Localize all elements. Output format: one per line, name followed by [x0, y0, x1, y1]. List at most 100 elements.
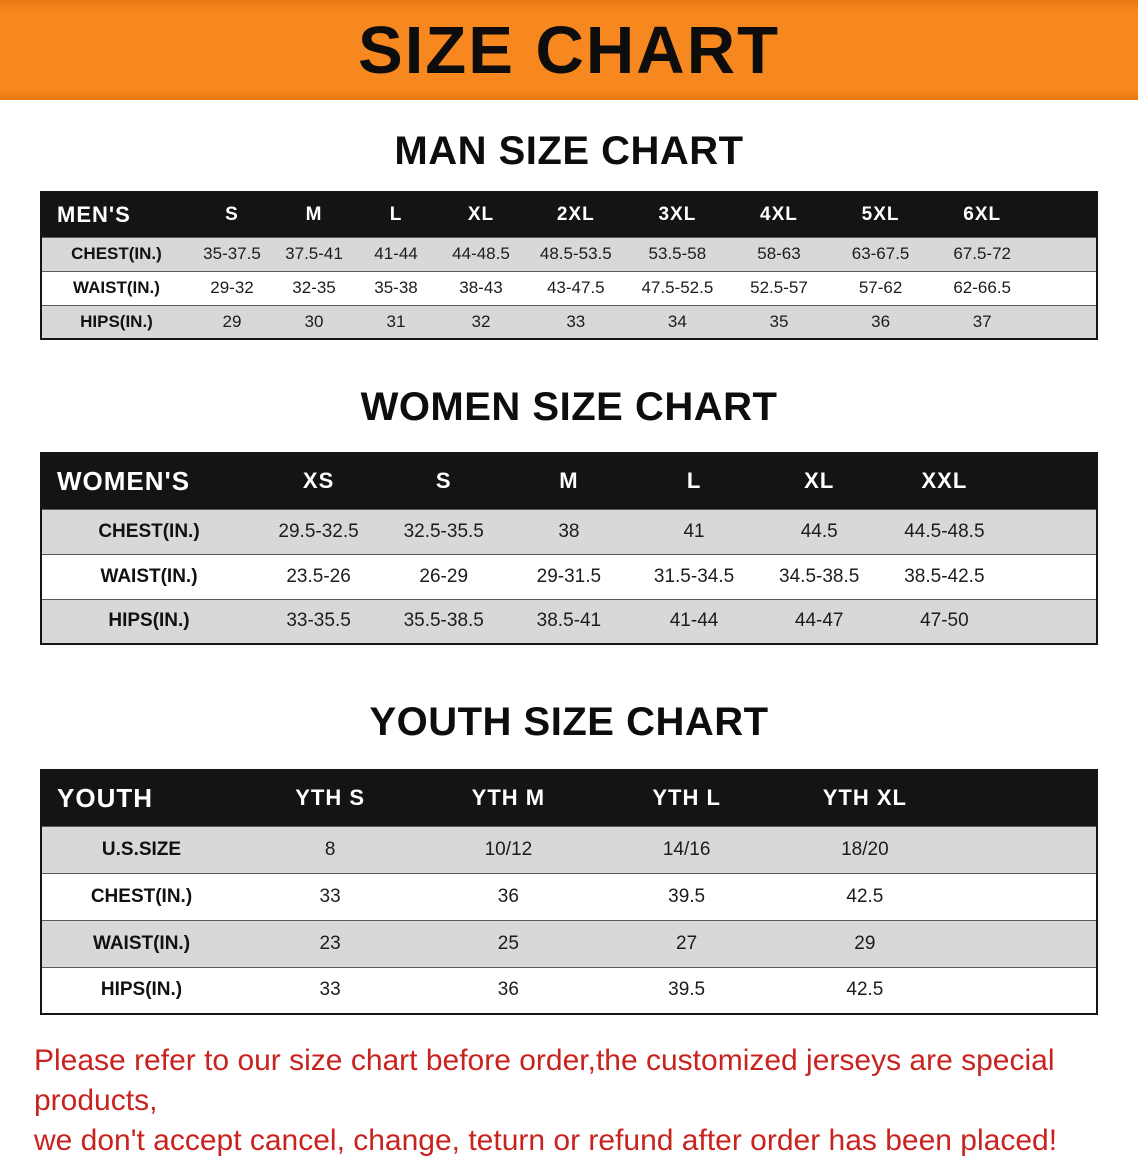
size-value: 18/20 [775, 825, 954, 873]
size-value: 29 [191, 304, 273, 339]
measurement-row: WAIST(IN.) 23 25 27 29 [41, 919, 1097, 967]
size-value: 37 [931, 304, 1033, 339]
size-value: 57-62 [829, 270, 932, 305]
size-column-header: YTH XL [775, 770, 954, 826]
women-size-table: WOMEN'S XS S M L XL XXL CHEST(IN.) 29.5-32.5 32.5… [40, 452, 1098, 645]
size-column-header: L [631, 453, 757, 509]
table-corner-label: YOUTH [41, 770, 241, 826]
section-men: MAN SIZE CHART MEN'S S M L XL 2XL 3XL 4XL 5XL 6XL… [0, 128, 1138, 340]
size-value: 33 [241, 872, 420, 920]
size-column-header: XS [256, 453, 382, 509]
size-value: 52.5-57 [728, 270, 830, 305]
table-corner-label: WOMEN'S [41, 453, 256, 509]
measurement-row: HIPS(IN.) 29 30 31 32 33 34 35 36 37 [41, 304, 1097, 339]
table-header-row: MEN'S S M L XL 2XL 3XL 4XL 5XL 6XL [41, 192, 1097, 237]
size-column-header: XXL [881, 453, 1007, 509]
row-label: CHEST(IN.) [41, 236, 191, 271]
notice-line-2: we don't accept cancel, change, teturn o… [34, 1123, 1058, 1157]
table-corner-label: MEN'S [41, 192, 191, 237]
size-value: 39.5 [597, 872, 776, 920]
size-column-header: 6XL [931, 192, 1033, 237]
filler-cell [1033, 270, 1097, 305]
size-column-header: XL [437, 192, 525, 237]
size-value: 44.5 [756, 508, 882, 554]
size-value: 35-38 [355, 270, 437, 305]
size-value: 29-32 [191, 270, 273, 305]
measurement-row: WAIST(IN.) 29-32 32-35 35-38 38-43 43-47.5 47.… [41, 270, 1097, 305]
filler-cell [1007, 453, 1097, 509]
size-value: 34.5-38.5 [756, 553, 882, 599]
size-value: 36 [829, 304, 932, 339]
measurement-row: CHEST(IN.) 29.5-32.5 32.5-35.5 38 41 44.5 44.5… [41, 508, 1097, 554]
section-title-women: WOMEN SIZE CHART [360, 385, 778, 429]
size-value: 53.5-58 [626, 236, 729, 271]
page-title: SIZE CHART [358, 12, 780, 88]
filler-cell [954, 825, 1097, 873]
size-value: 62-66.5 [931, 270, 1033, 305]
size-value: 58-63 [728, 236, 830, 271]
size-value: 32.5-35.5 [381, 508, 507, 554]
size-column-header: 4XL [728, 192, 830, 237]
size-value: 29.5-32.5 [256, 508, 382, 554]
size-value: 23 [241, 919, 420, 967]
filler-cell [1007, 553, 1097, 599]
size-column-header: M [506, 453, 632, 509]
size-value: 32-35 [273, 270, 355, 305]
measurement-row: WAIST(IN.) 23.5-26 26-29 29-31.5 31.5-34.5 34… [41, 553, 1097, 599]
size-value: 67.5-72 [931, 236, 1033, 271]
filler-cell [1007, 598, 1097, 644]
measurement-row: HIPS(IN.) 33 36 39.5 42.5 [41, 966, 1097, 1014]
size-value: 10/12 [419, 825, 598, 873]
measurement-row: HIPS(IN.) 33-35.5 35.5-38.5 38.5-41 41-44 44-… [41, 598, 1097, 644]
filler-cell [954, 872, 1097, 920]
size-value: 35 [728, 304, 830, 339]
size-value: 44-48.5 [437, 236, 525, 271]
size-value: 29 [775, 919, 954, 967]
size-value: 35.5-38.5 [381, 598, 507, 644]
filler-cell [1033, 236, 1097, 271]
size-value: 42.5 [775, 966, 954, 1014]
size-value: 44.5-48.5 [881, 508, 1007, 554]
size-column-header: L [355, 192, 437, 237]
women-table-wrap: WOMEN'S XS S M L XL XXL CHEST(IN.) 29.5-32.5 32.5… [0, 452, 1138, 645]
size-value: 42.5 [775, 872, 954, 920]
size-value: 47-50 [881, 598, 1007, 644]
men-size-table: MEN'S S M L XL 2XL 3XL 4XL 5XL 6XL CHEST(IN.) 35-37… [40, 191, 1098, 340]
size-value: 34 [626, 304, 729, 339]
section-women: WOMEN SIZE CHART WOMEN'S XS S M L XL XXL CHEST(… [0, 384, 1138, 645]
size-value: 14/16 [597, 825, 776, 873]
size-column-header: S [381, 453, 507, 509]
size-value: 36 [419, 872, 598, 920]
size-value: 25 [419, 919, 598, 967]
size-value: 23.5-26 [256, 553, 382, 599]
size-column-header: M [273, 192, 355, 237]
size-value: 41 [631, 508, 757, 554]
size-value: 33-35.5 [256, 598, 382, 644]
row-label: HIPS(IN.) [41, 304, 191, 339]
section-title-youth: YOUTH SIZE CHART [369, 700, 769, 744]
row-label: WAIST(IN.) [41, 553, 256, 599]
section-youth: YOUTH SIZE CHART YOUTH YTH S YTH M YTH L YTH… [0, 699, 1138, 1015]
size-value: 38.5-41 [506, 598, 632, 644]
size-value: 44-47 [756, 598, 882, 644]
table-header-row: YOUTH YTH S YTH M YTH L YTH XL [41, 770, 1097, 826]
measurement-row: CHEST(IN.) 33 36 39.5 42.5 [41, 872, 1097, 920]
size-value: 36 [419, 966, 598, 1014]
size-value: 39.5 [597, 966, 776, 1014]
row-label: WAIST(IN.) [41, 919, 241, 967]
footer-notice: Please refer to our size chart before or… [0, 1041, 1138, 1161]
size-column-header: YTH S [241, 770, 420, 826]
row-label: HIPS(IN.) [41, 598, 256, 644]
filler-cell [1033, 192, 1097, 237]
youth-size-table: YOUTH YTH S YTH M YTH L YTH XL U.S.SIZE 8 10/12… [40, 769, 1098, 1015]
filler-cell [1033, 304, 1097, 339]
size-value: 43-47.5 [525, 270, 627, 305]
size-value: 8 [241, 825, 420, 873]
size-value: 38 [506, 508, 632, 554]
size-value: 27 [597, 919, 776, 967]
size-value: 30 [273, 304, 355, 339]
size-value: 38-43 [437, 270, 525, 305]
measurement-row: U.S.SIZE 8 10/12 14/16 18/20 [41, 825, 1097, 873]
row-label: HIPS(IN.) [41, 966, 241, 1014]
